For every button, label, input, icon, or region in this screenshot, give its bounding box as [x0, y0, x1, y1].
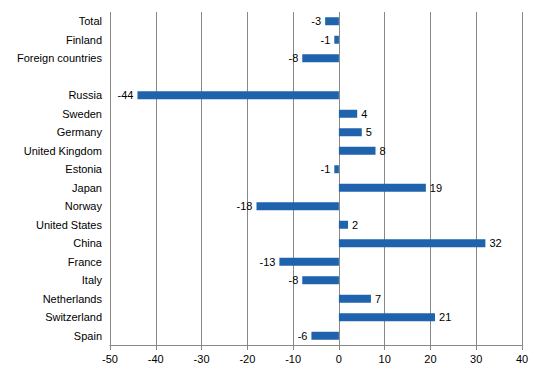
svg-text:-3: -3 — [311, 15, 321, 27]
svg-text:21: 21 — [439, 311, 451, 323]
svg-text:-8: -8 — [288, 274, 298, 286]
svg-text:-10: -10 — [285, 353, 301, 365]
svg-text:Switzerland: Switzerland — [45, 311, 102, 323]
svg-text:32: 32 — [489, 237, 501, 249]
svg-text:-1: -1 — [321, 163, 331, 175]
svg-text:-30: -30 — [194, 353, 210, 365]
svg-text:Sweden: Sweden — [62, 108, 102, 120]
svg-text:40: 40 — [516, 353, 528, 365]
svg-text:-44: -44 — [118, 89, 134, 101]
svg-text:United Kingdom: United Kingdom — [24, 145, 102, 157]
svg-text:-50: -50 — [102, 353, 118, 365]
svg-text:-13: -13 — [259, 256, 275, 268]
svg-text:-8: -8 — [288, 52, 298, 64]
svg-text:Russia: Russia — [68, 89, 103, 101]
svg-text:5: 5 — [366, 126, 372, 138]
svg-text:Finland: Finland — [66, 34, 102, 46]
svg-text:-20: -20 — [239, 353, 255, 365]
svg-text:30: 30 — [470, 353, 482, 365]
svg-text:-18: -18 — [237, 200, 253, 212]
svg-text:Italy: Italy — [82, 274, 103, 286]
svg-text:2: 2 — [352, 219, 358, 231]
svg-text:China: China — [73, 237, 103, 249]
svg-text:Estonia: Estonia — [65, 163, 103, 175]
svg-text:France: France — [68, 256, 102, 268]
svg-text:Total: Total — [79, 15, 102, 27]
svg-text:4: 4 — [361, 108, 367, 120]
svg-text:7: 7 — [375, 293, 381, 305]
svg-text:8: 8 — [380, 145, 386, 157]
svg-text:0: 0 — [336, 353, 342, 365]
svg-text:-40: -40 — [148, 353, 164, 365]
svg-text:United States: United States — [36, 219, 103, 231]
svg-text:Netherlands: Netherlands — [43, 293, 103, 305]
svg-text:-6: -6 — [298, 330, 308, 342]
svg-text:19: 19 — [430, 182, 442, 194]
svg-text:Norway: Norway — [65, 200, 103, 212]
svg-text:-1: -1 — [321, 34, 331, 46]
svg-text:20: 20 — [424, 353, 436, 365]
svg-text:10: 10 — [379, 353, 391, 365]
svg-text:Foreign countries: Foreign countries — [17, 52, 102, 64]
svg-text:Japan: Japan — [72, 182, 102, 194]
svg-text:Spain: Spain — [74, 330, 102, 342]
svg-text:Germany: Germany — [57, 126, 103, 138]
